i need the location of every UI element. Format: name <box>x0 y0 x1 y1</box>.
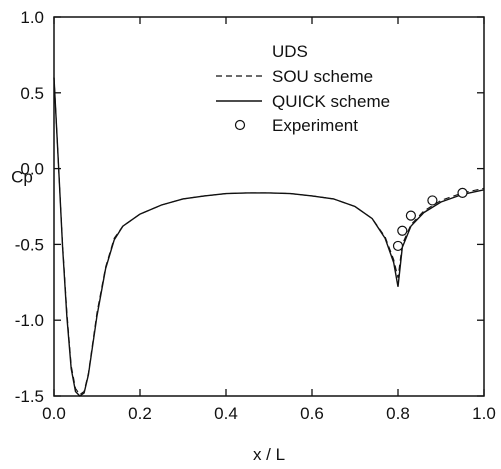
legend-item-sou: SOU scheme <box>216 67 373 86</box>
y-tick-label: 0.0 <box>20 160 44 179</box>
experiment-point <box>457 187 468 198</box>
series-line-sou <box>53 77 485 396</box>
legend-label-uds: UDS <box>272 42 308 61</box>
y-tick-label: -0.5 <box>15 235 44 254</box>
legend-label-experiment: Experiment <box>272 116 358 135</box>
legend-item-experiment: Experiment <box>234 116 358 135</box>
x-tick-label: 0.2 <box>128 404 152 423</box>
y-axis-label: Cp <box>11 168 33 187</box>
tick-layer: 0.0 0.2 0.4 0.6 0.8 1.0 -1.5 -1.0 -0.5 0.0 0.5 1.0 <box>15 8 496 423</box>
series-line-quick <box>53 77 485 397</box>
legend-item-uds: UDS <box>272 42 308 61</box>
legend-label-sou: SOU scheme <box>272 67 373 86</box>
legend-label-quick: QUICK scheme <box>272 92 390 111</box>
legend-swatch-experiment <box>234 119 246 131</box>
legend-item-quick: QUICK scheme <box>216 92 390 111</box>
plot-frame <box>53 16 485 397</box>
series-layer <box>53 77 485 397</box>
experiment-point <box>392 240 404 252</box>
x-tick-label: 0.6 <box>300 404 324 423</box>
experiment-point <box>397 225 408 236</box>
legend: UDS SOU scheme QUICK scheme Experiment <box>216 42 390 135</box>
plot-area <box>53 16 485 397</box>
x-axis-label: x / L <box>253 445 285 464</box>
x-tick-label: 0.0 <box>42 404 66 423</box>
y-tick-label: -1.0 <box>15 311 44 330</box>
x-tick-label: 1.0 <box>472 404 496 423</box>
experiment-point <box>405 210 416 221</box>
y-tick-label: 0.5 <box>20 84 44 103</box>
experiment-point <box>427 195 438 206</box>
x-tick-label: 0.8 <box>386 404 410 423</box>
y-tick-label: 1.0 <box>20 8 44 27</box>
y-tick-label: -1.5 <box>15 387 44 406</box>
x-tick-label: 0.4 <box>214 404 238 423</box>
